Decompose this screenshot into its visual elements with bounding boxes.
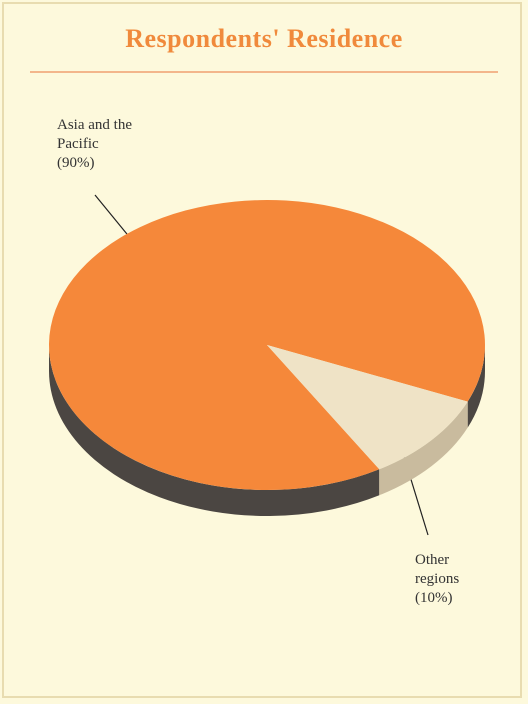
chart-title: Respondents' Residence xyxy=(125,24,403,53)
pie-side xyxy=(467,345,485,428)
value-label: (90%) xyxy=(57,155,95,171)
pie-side xyxy=(379,401,468,496)
pie-sides xyxy=(49,345,485,516)
category-label: Asia and the Pacific xyxy=(57,117,132,152)
pie-side xyxy=(49,345,380,516)
category-label: Other regions xyxy=(415,552,460,587)
slice-label: Asia and the Pacific (90%) xyxy=(57,116,167,173)
pie-slice xyxy=(267,345,468,470)
frame xyxy=(2,2,522,698)
value-label: (10%) xyxy=(415,590,453,606)
slice-label: Other regions (10%) xyxy=(415,551,485,608)
